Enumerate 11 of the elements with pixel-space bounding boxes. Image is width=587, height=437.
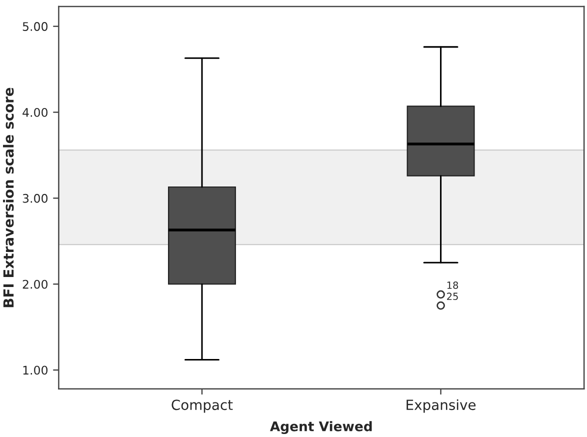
y-axis-title: BFI Extraversion scale score bbox=[3, 88, 14, 308]
y-tick-label: 4.00 bbox=[22, 108, 48, 117]
x-tick-label: Compact bbox=[172, 400, 233, 413]
x-tick-label: Expansive bbox=[406, 399, 476, 413]
annotation: 25 bbox=[447, 292, 458, 300]
y-tick-label: 5.00 bbox=[22, 22, 48, 31]
y-tick-label: 3.00 bbox=[22, 194, 48, 203]
x-axis-title: Agent Viewed bbox=[270, 421, 372, 434]
annotation: 18 bbox=[447, 282, 458, 289]
y-tick-label: 2.00 bbox=[22, 280, 48, 289]
y-tick-label: 1.00 bbox=[23, 366, 48, 375]
